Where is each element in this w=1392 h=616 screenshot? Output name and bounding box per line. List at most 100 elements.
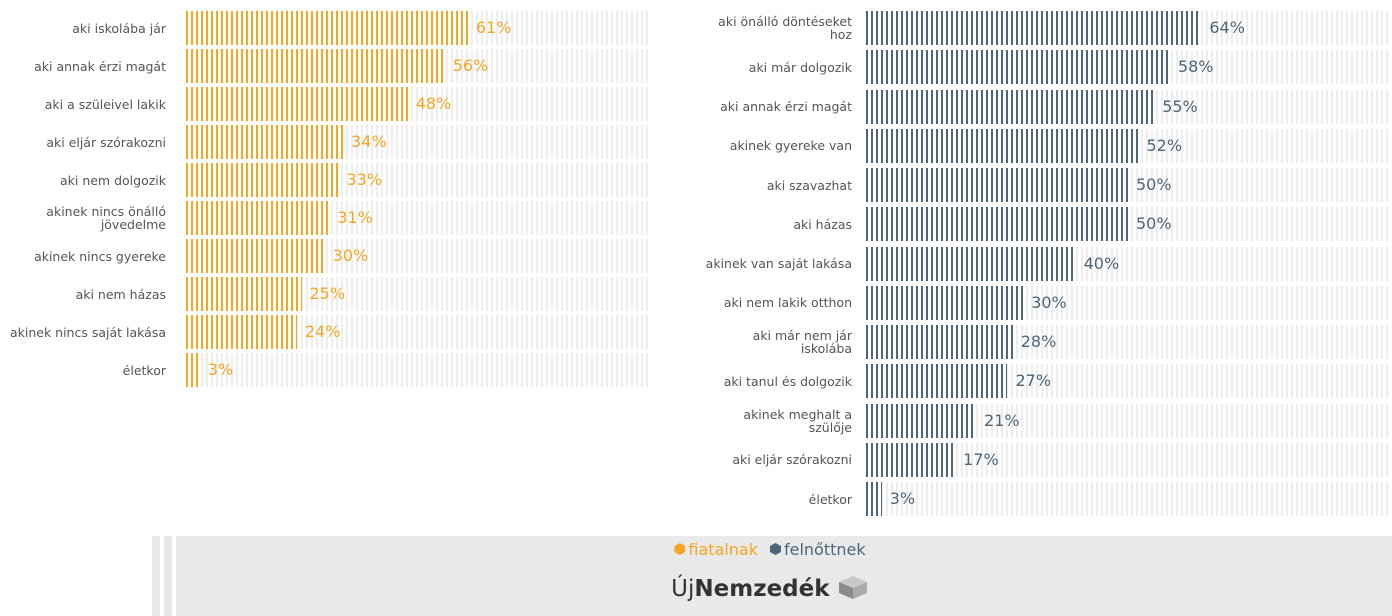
bar-area: 31%: [186, 201, 648, 235]
bar: [186, 163, 339, 197]
bar-row: aki nem dolgozik 33%: [0, 163, 648, 197]
legend-marker: [769, 543, 781, 555]
bar: [866, 50, 1170, 85]
bar-track: [866, 482, 1390, 516]
bar: [186, 125, 344, 159]
bar: [866, 364, 1008, 399]
bar-row: aki a szüleivel lakik 48%: [0, 87, 648, 121]
bar-area: 34%: [186, 125, 648, 159]
legend-entry: felnőttnek: [769, 540, 866, 559]
value-label: 17%: [963, 449, 999, 469]
bar-row: akinek van saját lakása 40%: [700, 246, 1390, 281]
category-label: aki annak érzi magát: [720, 99, 852, 114]
bar-area: 52%: [866, 128, 1390, 163]
legend-label: fiatalnak: [688, 540, 758, 559]
category-label: aki eljár szórakozni: [46, 134, 166, 150]
category-label: aki nem dolgozik: [59, 172, 166, 188]
bar: [866, 207, 1128, 242]
value-label: 50%: [1136, 214, 1172, 234]
bar-row: aki nem házas 25%: [0, 277, 648, 311]
category-label: aki a szüleivel lakik: [44, 96, 166, 112]
category-label: akinek van saját lakása: [705, 256, 852, 271]
bar-area: 25%: [186, 277, 648, 311]
category-label: akinek nincs önálló jövedelme: [46, 204, 166, 232]
bar-area: 48%: [186, 87, 648, 121]
category-label: aki eljár szórakozni: [732, 452, 852, 468]
category-label: életkor: [122, 362, 166, 378]
bar-area: 61%: [186, 11, 648, 45]
category-label: aki házas: [793, 216, 852, 232]
value-label: 34%: [351, 132, 387, 151]
category-label: akinek gyereke van: [729, 138, 852, 154]
bar-area: 64%: [866, 11, 1390, 45]
bar-row: akinek gyereke van 52%: [700, 128, 1390, 163]
value-label: 64%: [1209, 18, 1245, 37]
category-label: aki már dolgozik: [748, 59, 852, 75]
bar: [866, 89, 1155, 124]
category-label: aki annak érzi magát: [34, 58, 166, 74]
bar-row: aki házas 50%: [700, 207, 1390, 242]
bar: [866, 11, 1202, 45]
legend: fiatalnak felnőttnek: [148, 540, 1392, 559]
brand-name: Nemzedék: [694, 576, 830, 602]
bar-area: 3%: [186, 353, 648, 387]
brand-prefix: Új: [671, 576, 695, 602]
value-label: 58%: [1177, 57, 1214, 77]
bar-row: életkor 3%: [0, 353, 648, 387]
legend-entry: fiatalnak: [674, 540, 758, 559]
bar-row: akinek nincs saját lakása 24%: [0, 315, 648, 349]
bar-row: akinek nincs gyereke 30%: [0, 239, 648, 273]
category-label: életkor: [808, 491, 852, 507]
bar: [866, 482, 882, 516]
value-label: 56%: [452, 56, 489, 75]
bar: [186, 201, 330, 235]
category-label: aki önálló döntéseket hoz: [718, 14, 852, 42]
bar-row: aki eljár szórakozni 17%: [700, 442, 1390, 477]
legend-label: felnőttnek: [783, 540, 866, 559]
bar-area: 21%: [866, 403, 1390, 438]
value-label: 27%: [1015, 371, 1052, 391]
bar-row: aki már nem jár iskolába 28%: [700, 325, 1390, 359]
bar-row: akinek meghalt a szülője 21%: [700, 403, 1390, 438]
bar-area: 27%: [866, 364, 1390, 399]
value-label: 21%: [984, 410, 1020, 430]
bar-area: 40%: [866, 246, 1390, 281]
bar: [866, 168, 1128, 202]
bar-row: akinek nincs önálló jövedelme 31%: [0, 201, 648, 235]
bar-row: aki iskolába jár 61%: [0, 11, 648, 45]
category-label: aki szavazhat: [766, 177, 852, 193]
value-label: 25%: [309, 284, 346, 303]
bar: [866, 325, 1013, 359]
value-label: 48%: [415, 94, 452, 113]
bar-area: 3%: [866, 482, 1390, 516]
bar-area: 55%: [866, 89, 1390, 124]
bar: [186, 239, 325, 273]
bar: [866, 246, 1076, 281]
bar-area: 56%: [186, 49, 648, 83]
bar-row: aki annak érzi magát 56%: [0, 49, 648, 83]
footer: fiatalnak felnőttnek ÚjNemzedék: [148, 536, 1392, 616]
bar: [866, 403, 977, 438]
category-label: aki nem lakik otthon: [723, 295, 852, 311]
category-label: aki nem házas: [75, 286, 166, 302]
footer-stripes: [148, 536, 180, 616]
bar-row: aki szavazhat 50%: [700, 168, 1390, 202]
value-label: 40%: [1083, 253, 1120, 273]
value-label: 30%: [1031, 292, 1067, 312]
bar-row: aki annak érzi magát 55%: [700, 89, 1390, 124]
bar: [186, 87, 408, 121]
value-label: 3%: [207, 360, 234, 379]
category-label: aki tanul és dolgozik: [723, 373, 852, 389]
bar-area: 17%: [866, 442, 1390, 477]
bar: [186, 315, 297, 349]
bar: [866, 442, 956, 477]
value-label: 33%: [346, 170, 383, 189]
value-label: 50%: [1136, 175, 1172, 194]
bar-area: 58%: [866, 50, 1390, 85]
category-label: akinek meghalt a szülője: [743, 406, 852, 435]
bar-row: aki önálló döntéseket hoz 64%: [700, 11, 1390, 45]
value-label: 28%: [1020, 332, 1057, 351]
bar-area: 30%: [866, 285, 1390, 320]
value-label: 24%: [304, 322, 341, 341]
